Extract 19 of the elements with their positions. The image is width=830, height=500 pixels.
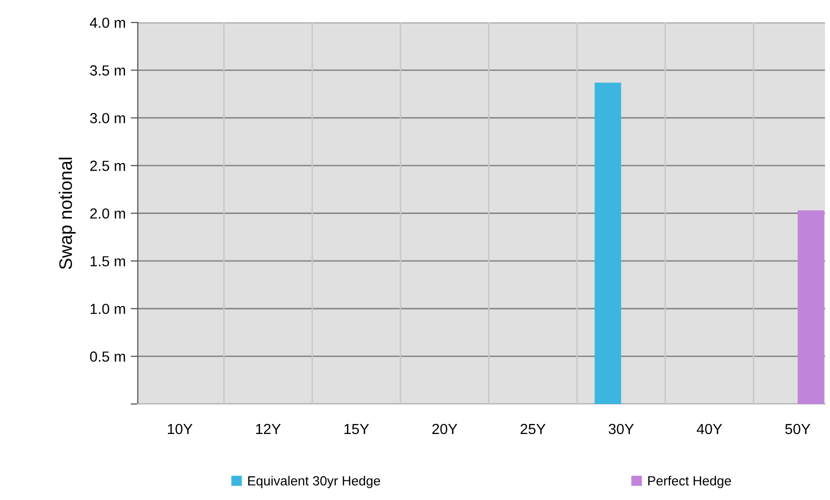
y-tick-label: 2.0 m <box>90 208 126 219</box>
y-tick-label: 3.0 m <box>90 112 126 124</box>
x-tick-label: 50Y <box>785 424 810 434</box>
x-tick-label: 12Y <box>256 424 281 434</box>
y-tick-label: 2.5 m <box>90 160 126 171</box>
legend-label: Perfect Hedge <box>648 476 731 488</box>
y-tick-label: 1.0 m <box>90 304 126 314</box>
y-tick-label: 3.5 m <box>90 65 126 76</box>
legend-label: Equivalent 30yr Hedge <box>248 476 380 488</box>
x-tick-label: 25Y <box>520 424 546 434</box>
x-tick-label: 30Y <box>608 424 634 434</box>
y-axis-title: Swap notional <box>58 158 76 270</box>
x-tick-label: 15Y <box>344 424 369 434</box>
x-tick-label: 40Y <box>696 424 722 434</box>
x-tick-label: 10Y <box>168 424 192 434</box>
x-tick-label: 20Y <box>432 424 458 434</box>
y-tick-label: 4.0 m <box>90 18 126 28</box>
y-tick-label: 1.5 m <box>90 256 126 266</box>
y-tick-label: 0.5 m <box>90 351 126 362</box>
